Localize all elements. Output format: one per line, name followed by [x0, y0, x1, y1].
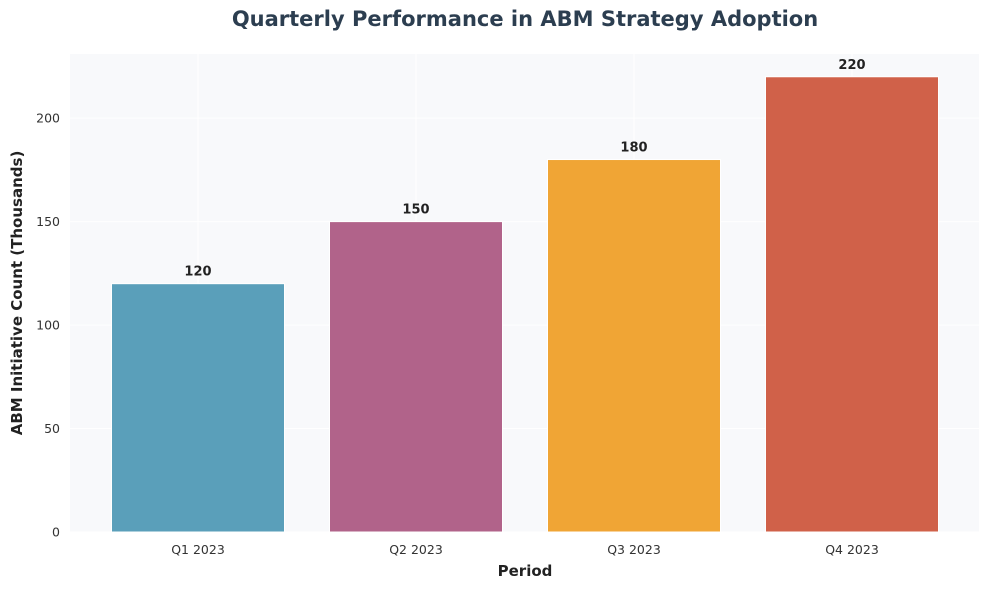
data-label: 150 [402, 203, 429, 218]
chart-title: Quarterly Performance in ABM Strategy Ad… [232, 7, 818, 31]
data-label: 180 [620, 141, 647, 156]
bar-q2-2023 [329, 221, 503, 533]
y-tick-label: 100 [36, 318, 60, 333]
y-tick-label: 200 [36, 111, 60, 126]
data-label: 220 [838, 58, 865, 73]
x-axis-label: Period [498, 562, 553, 580]
y-axis-ticks: 0 50 100 150 200 [36, 111, 60, 540]
x-tick-label: Q4 2023 [825, 542, 879, 557]
x-tick-label: Q3 2023 [607, 542, 661, 557]
data-label: 120 [184, 265, 211, 280]
data-labels: 120 150 180 220 [184, 58, 865, 280]
x-tick-label: Q1 2023 [171, 542, 225, 557]
x-tick-label: Q2 2023 [389, 542, 443, 557]
y-tick-label: 150 [36, 214, 60, 229]
x-axis-ticks: Q1 2023 Q2 2023 Q3 2023 Q4 2023 [171, 542, 879, 557]
y-tick-label: 50 [44, 421, 60, 436]
bar-q4-2023 [765, 76, 939, 533]
bar-q1-2023 [111, 283, 285, 533]
y-axis-label: ABM Initiative Count (Thousands) [8, 151, 26, 436]
bars [111, 76, 939, 533]
bar-q3-2023 [547, 159, 721, 533]
y-tick-label: 0 [52, 525, 60, 540]
